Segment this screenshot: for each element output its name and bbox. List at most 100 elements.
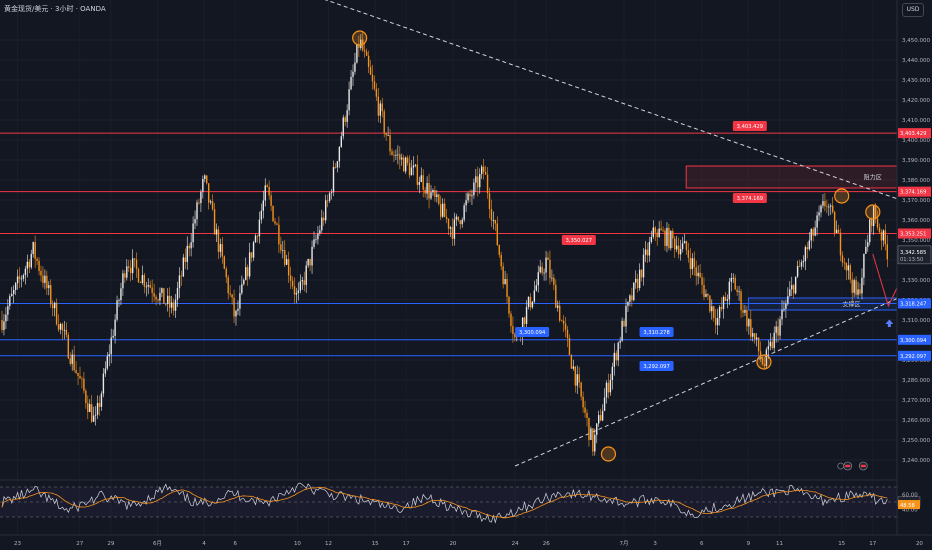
candle-body	[128, 266, 130, 268]
rsi-ma-value-label: 48.58	[900, 503, 915, 509]
candle-body	[248, 252, 251, 277]
candle-body	[319, 230, 321, 234]
candle-body	[759, 351, 762, 358]
candle-body	[457, 216, 459, 221]
price-tick-label: 3,310.000	[902, 318, 930, 324]
currency-button[interactable]: USD	[902, 3, 924, 17]
candle-body	[635, 278, 637, 283]
candle-body	[631, 295, 633, 301]
candle-body	[159, 293, 161, 301]
rsi-panel	[0, 479, 897, 524]
candle-body	[861, 277, 863, 294]
current-price-label: 3,342.585	[900, 250, 926, 256]
candle-body	[482, 166, 485, 172]
candle-body	[783, 308, 785, 310]
candle-body	[426, 183, 428, 194]
candle-body	[98, 403, 101, 407]
candle-body	[523, 317, 526, 324]
candle-body	[711, 306, 713, 312]
time-tick-label: 15	[372, 541, 379, 547]
candle-body	[260, 210, 263, 220]
candle-body	[30, 253, 32, 268]
candle-body	[61, 324, 64, 331]
chart-label: 3,403.429	[737, 124, 763, 130]
candle-body	[621, 320, 623, 341]
time-tick-label: 6月	[153, 540, 162, 547]
candle-body	[346, 110, 348, 122]
candle-body	[130, 267, 132, 274]
time-tick-label: 27	[76, 541, 83, 547]
candle-body	[683, 241, 686, 244]
chart-label: 3,292.097	[643, 364, 669, 370]
candle-body	[599, 415, 602, 421]
candle-body	[459, 220, 461, 225]
circled-extremes	[352, 30, 881, 462]
candle-body	[276, 223, 278, 225]
candle-body	[746, 309, 748, 327]
candle-body	[73, 354, 75, 371]
candle-body	[38, 260, 40, 271]
candle-body	[705, 293, 707, 297]
candle-body	[344, 117, 346, 122]
candle-body	[96, 403, 99, 415]
candle-body	[598, 415, 600, 424]
price-level-tag-label: 3,353.251	[900, 231, 926, 237]
candle-body	[584, 407, 586, 413]
candle-body	[69, 358, 71, 364]
candle-body	[839, 232, 842, 256]
candle-body	[510, 313, 512, 327]
support-zone-label: 支撑区	[842, 301, 860, 309]
candle-body	[590, 428, 592, 440]
candle-body	[707, 293, 709, 296]
candle-body	[818, 212, 820, 216]
candle-body	[720, 307, 723, 309]
chart-label-bg	[515, 327, 550, 337]
candle-body	[841, 255, 844, 263]
chart-labels: 3,403.429 3,374.169 3,350.027 3,300.094 3,31…	[515, 121, 767, 371]
candle-body	[742, 310, 744, 313]
candle-body	[225, 268, 227, 278]
price-axis: 3,240.000 3,250.000 3,260.000 3,270.000 3,28…	[896, 0, 932, 535]
candle-body	[871, 219, 873, 227]
candle-body	[258, 219, 261, 237]
resistance-zone-label: 阻力区	[864, 174, 882, 182]
candle-body	[594, 434, 596, 452]
candle-body	[65, 329, 68, 335]
candle-body	[252, 242, 255, 258]
price-level-tag-label: 3,292.097	[900, 354, 926, 360]
candle-body	[697, 272, 699, 277]
candle-body	[403, 157, 405, 172]
candle-body	[486, 174, 489, 194]
candle-body	[169, 295, 171, 308]
candle-body	[535, 285, 537, 291]
price-level-tag	[898, 186, 931, 197]
candle-body	[734, 277, 736, 290]
candle-body	[389, 135, 391, 152]
candle-body	[118, 300, 120, 301]
candle-body	[592, 428, 594, 452]
candle-body	[315, 239, 317, 241]
candle-body	[627, 301, 629, 306]
candle-body	[116, 300, 118, 320]
candle-body	[732, 277, 734, 279]
candle-body	[237, 308, 239, 311]
candle-body	[855, 280, 857, 295]
candle-body	[282, 250, 284, 251]
candle-body	[89, 404, 91, 412]
candle-body	[664, 230, 666, 246]
candle-body	[155, 296, 157, 300]
time-tick-label: 17	[403, 541, 410, 547]
candle-body	[11, 293, 13, 297]
candle-body	[350, 76, 352, 90]
candle-body	[14, 283, 17, 290]
candle-body	[718, 307, 721, 319]
extreme-circle	[756, 354, 772, 370]
chart-label-bg	[732, 121, 767, 131]
candle-body	[791, 285, 793, 290]
candle-body	[656, 232, 658, 238]
candle-body	[830, 205, 832, 207]
candle-body	[539, 266, 541, 273]
candle-body	[689, 257, 692, 270]
time-tick-label: 6	[700, 541, 704, 547]
